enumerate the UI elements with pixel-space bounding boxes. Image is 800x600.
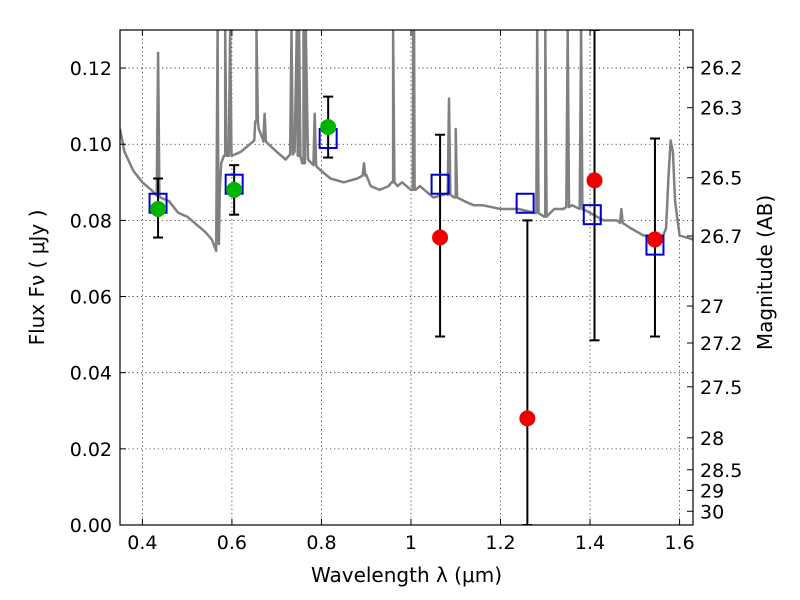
x-axis-label: Wavelength λ (μm) bbox=[311, 563, 502, 587]
right-tick-label: 26.3 bbox=[700, 98, 742, 120]
right-tick-label: 28.5 bbox=[700, 460, 742, 482]
right-tick-label: 26.7 bbox=[700, 226, 742, 248]
observed-flux-point bbox=[150, 200, 167, 217]
observed-flux-point bbox=[432, 229, 449, 246]
tick-labels: 0.4 0.6 0.8 1 1.2 1.4 1.6 0.00 0.02 0.04 0.06 0.08 0… bbox=[70, 57, 743, 554]
grid bbox=[120, 30, 693, 525]
observed-flux-point bbox=[320, 119, 337, 136]
right-tick-label: 27.2 bbox=[700, 333, 742, 355]
y-tick-label: 0.12 bbox=[70, 58, 112, 80]
y-tick-label: 0.10 bbox=[70, 134, 112, 156]
observed-flux-point bbox=[646, 231, 663, 248]
model-flux-square bbox=[430, 173, 450, 195]
x-tick-label: 1.6 bbox=[664, 532, 694, 554]
sed-model-line bbox=[120, 30, 693, 253]
x-tick-label: 1.2 bbox=[485, 532, 515, 554]
right-axis-label: Magnitude (AB) bbox=[753, 195, 777, 350]
y-tick-label: 0.02 bbox=[70, 439, 112, 461]
right-tick-label: 26.2 bbox=[700, 57, 742, 79]
observed-flux-point bbox=[519, 410, 536, 427]
model-flux-square bbox=[515, 192, 535, 214]
plot-area bbox=[120, 30, 693, 525]
right-tick-label: 29 bbox=[700, 480, 724, 502]
x-tick-label: 0.6 bbox=[217, 532, 247, 554]
x-tick-label: 1.4 bbox=[575, 532, 605, 554]
y-tick-label: 0.00 bbox=[70, 515, 112, 537]
axes-frame bbox=[119, 29, 694, 526]
x-tick-label: 0.4 bbox=[127, 532, 157, 554]
right-tick-label: 30 bbox=[700, 501, 724, 523]
y-axis-label: Flux Fν ( μJy ) bbox=[25, 210, 49, 346]
plot-frame bbox=[119, 29, 694, 526]
right-tick-label: 27.5 bbox=[700, 377, 742, 399]
right-tick-label: 28 bbox=[700, 428, 724, 450]
model-flux-square bbox=[582, 204, 602, 226]
observed-flux-point bbox=[226, 181, 243, 198]
y-tick-label: 0.08 bbox=[70, 210, 112, 232]
y-tick-label: 0.04 bbox=[70, 363, 112, 385]
x-tick-label: 0.8 bbox=[306, 532, 336, 554]
right-tick-label: 27 bbox=[700, 296, 724, 318]
y-tick-label: 0.06 bbox=[70, 287, 112, 309]
right-tick-label: 26.5 bbox=[700, 168, 742, 190]
observed-flux-point bbox=[586, 172, 603, 189]
x-tick-label: 1 bbox=[405, 532, 417, 554]
